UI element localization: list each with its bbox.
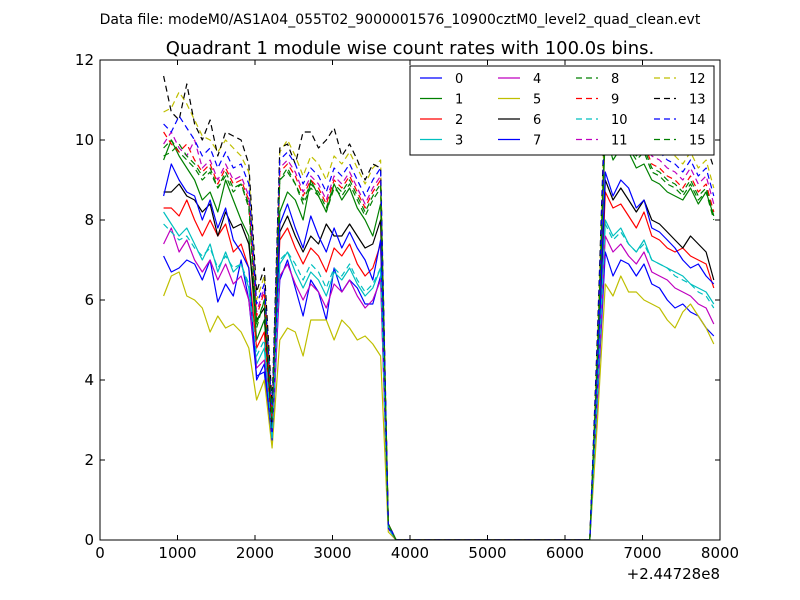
x-tick-label: 3000 bbox=[313, 544, 351, 562]
series-line-3 bbox=[163, 211, 715, 540]
y-tick-label: 10 bbox=[75, 131, 94, 149]
legend-box bbox=[409, 65, 715, 156]
legend-label: 1 bbox=[455, 93, 463, 108]
x-tick-label: 1000 bbox=[158, 544, 196, 562]
legend-label: 11 bbox=[611, 134, 628, 149]
suptitle: Data file: modeM0/AS1A04_055T02_90000015… bbox=[100, 12, 701, 28]
series-line-2 bbox=[163, 191, 715, 540]
y-tick-label: 2 bbox=[84, 451, 94, 469]
x-tick-label: 8000 bbox=[701, 544, 739, 562]
legend-label: 5 bbox=[533, 93, 541, 108]
x-tick-label: 6000 bbox=[546, 544, 584, 562]
x-tick-label: 4000 bbox=[391, 544, 429, 562]
legend-label: 6 bbox=[533, 113, 541, 128]
legend-label: 9 bbox=[611, 93, 619, 108]
legend-label: 8 bbox=[611, 72, 619, 87]
series-line-10 bbox=[163, 223, 715, 540]
y-tick-label: 6 bbox=[84, 291, 94, 309]
y-tick-label: 8 bbox=[84, 211, 94, 229]
x-tick-label: 5000 bbox=[468, 544, 506, 562]
legend-label: 10 bbox=[611, 113, 628, 128]
y-tick-label: 4 bbox=[84, 371, 94, 389]
x-tick-label: 7000 bbox=[623, 544, 661, 562]
series-line-5 bbox=[163, 271, 715, 540]
chart-title: Quadrant 1 module wise count rates with … bbox=[166, 38, 655, 59]
x-tick-label: 2000 bbox=[236, 544, 274, 562]
legend-label: 7 bbox=[533, 134, 541, 149]
legend-label: 3 bbox=[455, 134, 463, 149]
legend-label: 13 bbox=[689, 93, 706, 108]
legend-label: 4 bbox=[533, 72, 541, 87]
x-offset-label: +2.44728e8 bbox=[627, 565, 720, 583]
legend-label: 15 bbox=[689, 134, 706, 149]
series-line-7 bbox=[163, 163, 715, 540]
legend-label: 14 bbox=[689, 113, 706, 128]
legend-label: 0 bbox=[455, 72, 463, 87]
legend-label: 12 bbox=[689, 72, 706, 87]
x-axis: 0 1000 2000 3000 4000 5000 6000 7000 8000 bbox=[95, 60, 739, 562]
y-tick-label: 12 bbox=[75, 51, 94, 69]
x-tick-label: 0 bbox=[95, 544, 105, 562]
legend-label: 2 bbox=[455, 113, 463, 128]
y-tick-label: 0 bbox=[84, 531, 94, 549]
